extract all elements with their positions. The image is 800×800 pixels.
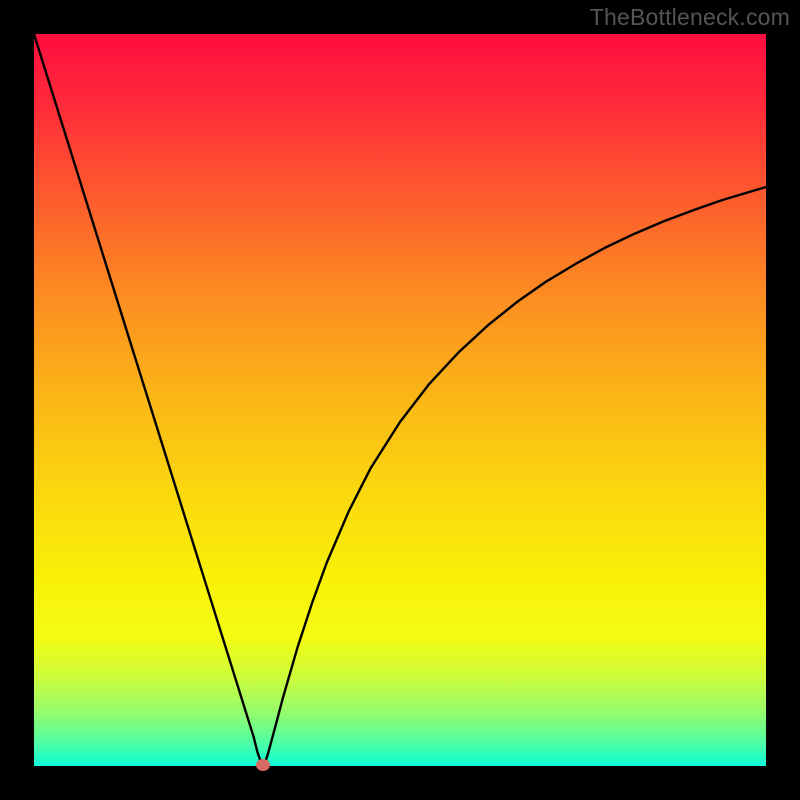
watermark-text: TheBottleneck.com bbox=[590, 4, 790, 31]
optimal-point-marker bbox=[256, 759, 270, 771]
chart-stage: TheBottleneck.com bbox=[0, 0, 800, 800]
curve-layer bbox=[34, 34, 766, 766]
bottleneck-curve bbox=[34, 34, 766, 765]
plot-area bbox=[34, 34, 766, 766]
